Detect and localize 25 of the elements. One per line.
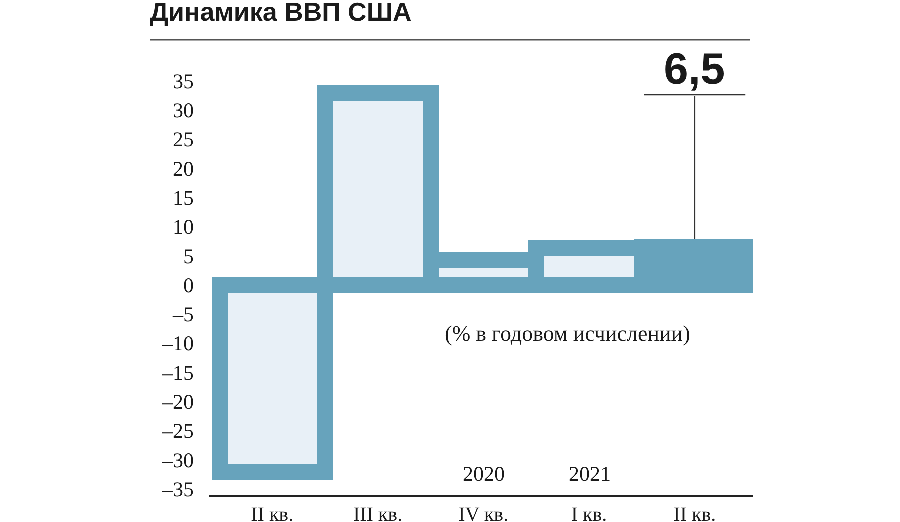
- y-tick-label: –15: [162, 360, 194, 385]
- y-tick-label: 20: [173, 156, 194, 181]
- y-tick-label: 5: [184, 244, 194, 268]
- x-tick-label: II кв.: [674, 504, 716, 522]
- y-tick-label: –20: [162, 390, 194, 414]
- annotation: 2021: [569, 462, 611, 486]
- x-tick-label: I кв.: [571, 504, 608, 522]
- data-label: 6,5: [664, 45, 726, 94]
- x-tick-label: IV кв.: [458, 504, 509, 522]
- x-tick-label: II кв.: [251, 504, 294, 522]
- y-tick-label: 0: [184, 273, 194, 298]
- annotation: 2020: [463, 462, 505, 486]
- y-tick-label: 15: [173, 186, 194, 210]
- y-tick-label: –25: [162, 419, 194, 444]
- chart-title: Динамика ВВП США: [150, 0, 412, 28]
- y-tick-label: 35: [173, 69, 194, 94]
- x-tick-label: III кв.: [353, 504, 403, 522]
- y-tick-label: –30: [162, 448, 194, 472]
- y-tick-label: –5: [172, 302, 194, 327]
- y-tick-label: –10: [162, 332, 194, 356]
- annotation: (% в годовом исчислении): [445, 321, 690, 346]
- y-tick-label: 30: [173, 98, 194, 122]
- y-tick-label: 25: [173, 128, 194, 152]
- y-tick-label: 10: [173, 215, 194, 240]
- y-tick-label: –35: [162, 478, 194, 502]
